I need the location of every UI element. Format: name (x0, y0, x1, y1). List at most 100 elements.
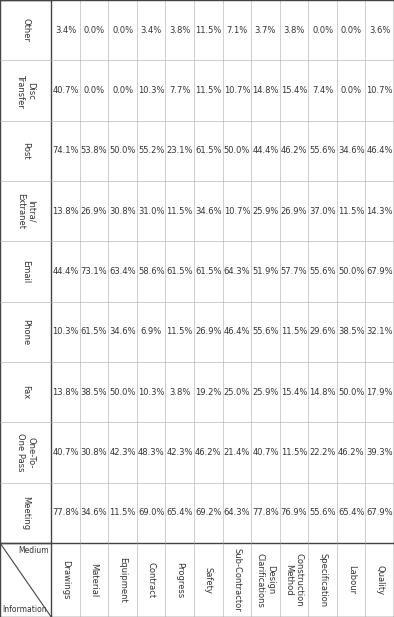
Text: Other: Other (21, 18, 30, 42)
Text: 3.8%: 3.8% (169, 26, 190, 35)
Text: 11.5%: 11.5% (195, 86, 221, 95)
Text: 67.9%: 67.9% (366, 267, 393, 276)
Text: 69.2%: 69.2% (195, 508, 221, 517)
Text: Construction
Method: Construction Method (284, 553, 304, 607)
Text: Fax: Fax (21, 385, 30, 399)
Text: 0.0%: 0.0% (112, 86, 133, 95)
Text: 3.6%: 3.6% (369, 26, 390, 35)
Text: 7.4%: 7.4% (312, 86, 333, 95)
Text: 65.4%: 65.4% (338, 508, 364, 517)
Text: 50.0%: 50.0% (338, 267, 364, 276)
Text: 34.6%: 34.6% (109, 327, 136, 336)
Text: 51.9%: 51.9% (252, 267, 279, 276)
Text: 38.5%: 38.5% (338, 327, 364, 336)
Text: 77.8%: 77.8% (52, 508, 79, 517)
Text: 21.4%: 21.4% (224, 448, 250, 457)
Text: 73.1%: 73.1% (81, 267, 108, 276)
Text: 39.3%: 39.3% (366, 448, 393, 457)
Text: Equipment: Equipment (118, 557, 127, 603)
Text: Labour: Labour (347, 565, 356, 595)
Text: 46.2%: 46.2% (195, 448, 221, 457)
Text: 40.7%: 40.7% (52, 86, 79, 95)
Text: 11.5%: 11.5% (281, 327, 307, 336)
Text: Intra/
Extranet: Intra/ Extranet (16, 193, 35, 229)
Text: 22.2%: 22.2% (309, 448, 336, 457)
Text: Post: Post (21, 142, 30, 160)
Text: 42.3%: 42.3% (167, 448, 193, 457)
Text: 55.2%: 55.2% (138, 146, 164, 155)
Text: 3.7%: 3.7% (255, 26, 276, 35)
Text: 55.6%: 55.6% (309, 267, 336, 276)
Text: 44.4%: 44.4% (52, 267, 79, 276)
Text: Phone: Phone (21, 319, 30, 345)
Text: 26.9%: 26.9% (195, 327, 221, 336)
Text: 29.6%: 29.6% (309, 327, 336, 336)
Text: 30.8%: 30.8% (109, 207, 136, 216)
Text: 31.0%: 31.0% (138, 207, 164, 216)
Text: 69.0%: 69.0% (138, 508, 164, 517)
Text: 34.6%: 34.6% (81, 508, 108, 517)
Text: Design
Clarifications: Design Clarifications (256, 553, 275, 607)
Text: 11.5%: 11.5% (167, 207, 193, 216)
Text: 3.4%: 3.4% (141, 26, 162, 35)
Text: 3.8%: 3.8% (283, 26, 305, 35)
Text: 57.7%: 57.7% (281, 267, 307, 276)
Text: 50.0%: 50.0% (224, 146, 250, 155)
Text: 15.4%: 15.4% (281, 86, 307, 95)
Text: 55.6%: 55.6% (309, 146, 336, 155)
Text: 50.0%: 50.0% (110, 146, 136, 155)
Text: Sub-Contractor: Sub-Contractor (232, 548, 242, 612)
Text: 6.9%: 6.9% (141, 327, 162, 336)
Text: 63.4%: 63.4% (109, 267, 136, 276)
Text: 25.9%: 25.9% (252, 387, 279, 397)
Text: 50.0%: 50.0% (110, 387, 136, 397)
Text: 11.5%: 11.5% (338, 207, 364, 216)
Text: Medium: Medium (19, 546, 49, 555)
Text: Material: Material (89, 563, 98, 597)
Text: 76.9%: 76.9% (281, 508, 307, 517)
Text: 46.2%: 46.2% (338, 448, 364, 457)
Text: 44.4%: 44.4% (252, 146, 279, 155)
Text: 13.8%: 13.8% (52, 207, 79, 216)
Text: 55.6%: 55.6% (252, 327, 279, 336)
Text: Safety: Safety (204, 566, 213, 594)
Text: 40.7%: 40.7% (52, 448, 79, 457)
Text: 14.8%: 14.8% (252, 86, 279, 95)
Text: 23.1%: 23.1% (167, 146, 193, 155)
Text: 7.7%: 7.7% (169, 86, 190, 95)
Text: 10.3%: 10.3% (52, 327, 79, 336)
Text: 10.7%: 10.7% (224, 207, 250, 216)
Text: Information: Information (2, 605, 46, 614)
Text: 37.0%: 37.0% (309, 207, 336, 216)
Text: 61.5%: 61.5% (195, 267, 221, 276)
Text: 14.8%: 14.8% (309, 387, 336, 397)
Text: Specification: Specification (318, 553, 327, 607)
Text: 55.6%: 55.6% (309, 508, 336, 517)
Text: 7.1%: 7.1% (226, 26, 247, 35)
Text: Meeting: Meeting (21, 495, 30, 530)
Text: 17.9%: 17.9% (366, 387, 393, 397)
Text: 74.1%: 74.1% (52, 146, 79, 155)
Text: 58.6%: 58.6% (138, 267, 165, 276)
Text: 0.0%: 0.0% (312, 26, 333, 35)
Text: 11.5%: 11.5% (167, 327, 193, 336)
Text: 26.9%: 26.9% (81, 207, 107, 216)
Text: 34.6%: 34.6% (338, 146, 364, 155)
Text: 46.2%: 46.2% (281, 146, 307, 155)
Text: 38.5%: 38.5% (81, 387, 108, 397)
Text: Progress: Progress (175, 562, 184, 598)
Text: 25.0%: 25.0% (224, 387, 250, 397)
Text: 19.2%: 19.2% (195, 387, 221, 397)
Text: 53.8%: 53.8% (81, 146, 108, 155)
Text: 61.5%: 61.5% (195, 146, 221, 155)
Text: Email: Email (21, 260, 30, 283)
Text: 32.1%: 32.1% (366, 327, 393, 336)
Text: 26.9%: 26.9% (281, 207, 307, 216)
Text: 61.5%: 61.5% (81, 327, 107, 336)
Text: 61.5%: 61.5% (167, 267, 193, 276)
Text: 10.3%: 10.3% (138, 86, 164, 95)
Text: 42.3%: 42.3% (110, 448, 136, 457)
Text: 65.4%: 65.4% (167, 508, 193, 517)
Text: 0.0%: 0.0% (84, 26, 105, 35)
Text: 11.5%: 11.5% (110, 508, 136, 517)
